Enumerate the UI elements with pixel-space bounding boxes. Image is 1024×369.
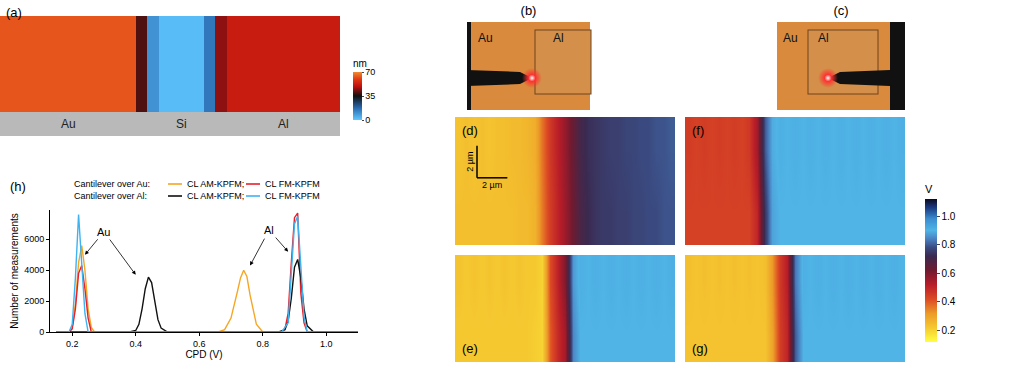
svg-text:nm: nm [353,58,367,69]
svg-text:2 µm: 2 µm [482,180,502,190]
svg-text:0.2: 0.2 [66,339,79,349]
svg-text:0.6: 0.6 [193,339,206,349]
svg-text:(a): (a) [6,5,22,20]
svg-text:Al: Al [278,117,289,131]
svg-text:V: V [925,183,933,195]
svg-text:1.0: 1.0 [942,211,956,222]
svg-text:(b): (b) [521,3,537,18]
svg-text:0.4: 0.4 [129,339,142,349]
svg-text:Al: Al [818,31,829,45]
svg-text:0.8: 0.8 [942,239,956,250]
svg-text:Au: Au [478,31,493,45]
svg-text:(c): (c) [833,3,848,18]
svg-text:Cantilever over Al:: Cantilever over Al: [74,191,147,201]
svg-text:Au: Au [97,226,110,238]
svg-text:4000: 4000 [24,265,44,275]
svg-text:2000: 2000 [24,296,44,306]
svg-text:0.2: 0.2 [942,325,956,336]
svg-text:0: 0 [39,327,44,337]
svg-text:(d): (d) [462,123,478,138]
svg-text:0.6: 0.6 [942,268,956,279]
svg-text:Number of measurements: Number of measurements [9,213,20,329]
svg-text:(f): (f) [692,123,704,138]
svg-text:Au: Au [783,31,798,45]
svg-text:6000: 6000 [24,234,44,244]
svg-text:70: 70 [365,67,375,77]
svg-text:1.0: 1.0 [320,339,333,349]
svg-text:0.4: 0.4 [942,296,956,307]
svg-text:CL AM-KPFM;: CL AM-KPFM; [187,179,244,189]
svg-text:35: 35 [365,91,375,101]
svg-text:Al: Al [553,31,564,45]
svg-text:0: 0 [365,115,370,125]
svg-text:Au: Au [61,117,76,131]
svg-text:CPD (V): CPD (V) [185,349,222,360]
svg-text:CL AM-KPFM;: CL AM-KPFM; [187,191,244,201]
svg-text:Si: Si [176,117,187,131]
svg-text:Al: Al [264,224,274,236]
svg-text:CL FM-KPFM: CL FM-KPFM [265,191,320,201]
svg-text:(e): (e) [462,341,478,356]
svg-text:Cantilever over Au:: Cantilever over Au: [74,179,150,189]
svg-text:CL FM-KPFM: CL FM-KPFM [265,179,320,189]
svg-text:(h): (h) [10,179,26,194]
svg-text:(g): (g) [692,341,708,356]
svg-text:0.8: 0.8 [256,339,269,349]
svg-text:2 µm: 2 µm [465,152,475,172]
